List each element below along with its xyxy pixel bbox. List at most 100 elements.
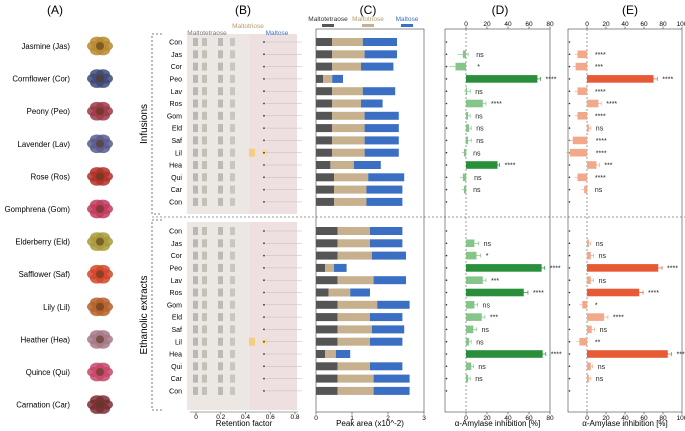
row-label: Cor [171, 253, 183, 260]
inhibition-tick-label-bottom: 60 [640, 415, 648, 422]
panel-c-tick-label: 2 [386, 415, 390, 422]
row-tick [445, 90, 448, 92]
panel-c-legend-swatch [322, 24, 334, 27]
bar-segment [366, 185, 403, 194]
tlc-spot [230, 87, 235, 96]
tlc-legend-maltotetraose: Maltotetraose [187, 30, 227, 37]
flower-image [87, 69, 113, 88]
tlc-spot [218, 263, 223, 272]
bar-segment [316, 313, 338, 322]
row-tick [445, 176, 448, 179]
row-tick [445, 316, 448, 318]
tlc-spot [193, 62, 198, 71]
bar-segment [316, 325, 338, 334]
significance-label: **** [505, 163, 516, 170]
tlc-spot [218, 386, 223, 395]
tlc-spot-pigment [249, 148, 255, 157]
row-label: Con [169, 229, 182, 236]
bar-segment [337, 386, 374, 395]
inhibition-bar [466, 276, 483, 284]
significance-label: ns [482, 327, 490, 334]
tlc-spot [193, 173, 198, 182]
inhibition-bar [466, 325, 474, 334]
tlc-spot [193, 124, 198, 133]
inhibition-tick-label-bottom: 40 [504, 415, 512, 422]
bar-segment [316, 300, 338, 309]
significance-label: ns [595, 187, 603, 194]
flower-center [96, 368, 104, 376]
inhibition-tick-label-top: 60 [525, 21, 533, 28]
tlc-spot [230, 50, 235, 59]
tlc-spot [193, 161, 198, 169]
tlc-spot [218, 239, 223, 248]
row-marker [263, 53, 265, 56]
row-marker [263, 164, 265, 166]
panel-label-b: (B) [235, 3, 251, 17]
significance-label: ns [483, 302, 491, 309]
bar-segment [334, 263, 347, 272]
bar-segment [325, 263, 334, 272]
inhibition-tick-label-bottom: 40 [621, 415, 629, 422]
tlc-spot [218, 38, 223, 46]
row-tick [445, 65, 448, 68]
tlc-spot [202, 239, 207, 248]
tlc-spot [193, 239, 198, 248]
row-label: Eld [172, 315, 182, 322]
row-tick [568, 164, 571, 166]
bar-segment [370, 227, 403, 235]
tlc-spot [193, 251, 198, 260]
panel-c-frame [315, 28, 425, 413]
tlc-spot [202, 50, 207, 59]
bar-segment [316, 263, 325, 272]
tlc-spot [218, 161, 223, 169]
row-label: Lav [171, 278, 183, 285]
row-marker [263, 242, 265, 245]
tlc-spot [202, 288, 207, 297]
significance-label: * [595, 302, 598, 309]
tlc-spot [218, 337, 223, 346]
row-marker [263, 90, 265, 93]
bar-segment [332, 99, 361, 108]
tlc-spot [218, 74, 223, 83]
inhibition-bar [466, 264, 542, 272]
tlc-spot [193, 74, 198, 83]
row-marker [263, 316, 265, 318]
inhibition-bar [587, 313, 605, 321]
row-marker [263, 65, 265, 68]
tlc-spot [218, 325, 223, 334]
row-tick [445, 353, 448, 355]
tlc-spot [218, 136, 223, 145]
inhibition-bar [577, 50, 587, 59]
bar-segment [316, 197, 334, 206]
row-label: Jas [171, 241, 182, 248]
tlc-spot [193, 227, 198, 235]
row-tick [445, 139, 448, 142]
significance-label: ** [595, 339, 601, 346]
significance-label: ns [598, 364, 606, 371]
tlc-spot [202, 362, 207, 371]
significance-label: **** [596, 150, 607, 157]
bar-segment [332, 111, 365, 120]
significance-label: ns [473, 150, 481, 157]
tlc-spot [230, 337, 235, 346]
row-marker [263, 390, 265, 392]
tlc-spot [218, 350, 223, 358]
row-tick [445, 304, 448, 306]
inhibition-bar [577, 87, 587, 95]
row-tick [445, 267, 448, 269]
tlc-spot [202, 374, 207, 383]
flower-label: Lily (Lil) [43, 303, 70, 312]
inhibition-tick-label-bottom: 20 [483, 415, 491, 422]
row-label: Peo [170, 77, 183, 84]
tlc-spot [230, 239, 235, 248]
bar-segment [362, 38, 397, 46]
tlc-spot [230, 161, 235, 169]
panel-e-inhibition: 0 0 20 20 40 40 60 60 80 80 100 100 α-Amylase inhibi… [566, 21, 685, 428]
flower-center [96, 74, 104, 83]
row-label: Car [171, 376, 183, 383]
panel-c-legend-swatch [401, 24, 413, 27]
tlc-spot [193, 276, 198, 285]
row-tick [568, 254, 571, 257]
significance-label: **** [491, 101, 502, 108]
significance-label: **** [596, 138, 607, 145]
